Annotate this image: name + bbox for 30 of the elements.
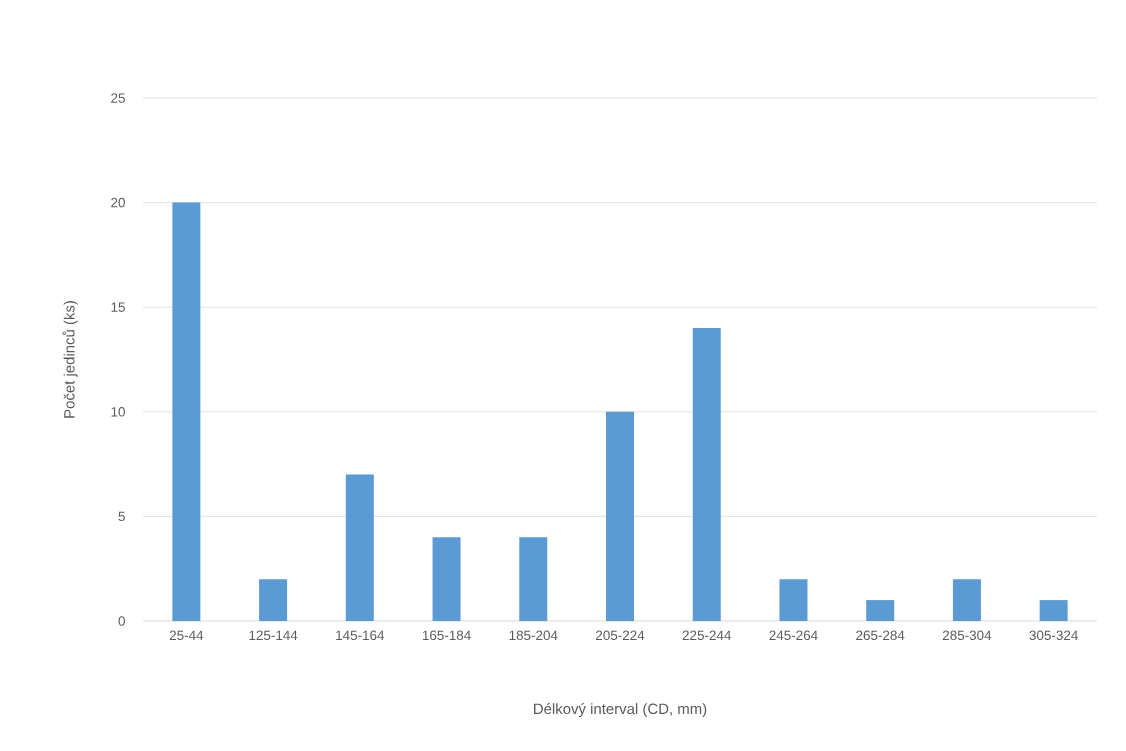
x-tick-label: 25-44 (169, 630, 204, 641)
bar (519, 537, 548, 621)
x-tick-label: 125-144 (249, 630, 298, 641)
x-axis-title: Délkový interval (CD, mm) (534, 702, 707, 718)
y-tick-label: 5 (118, 511, 125, 522)
bar (172, 202, 201, 621)
bar (952, 579, 981, 621)
x-tick-label: 305-324 (1029, 630, 1078, 641)
bar (779, 579, 808, 621)
bar (606, 411, 635, 621)
x-tick-label: 145-164 (336, 630, 385, 641)
x-tick-label: 245-264 (769, 630, 818, 641)
bar (692, 328, 721, 621)
y-tick-label: 25 (111, 93, 125, 103)
bar (1039, 600, 1068, 621)
bar (259, 579, 288, 621)
x-tick-label: 225-244 (682, 630, 732, 641)
x-tick-label: 265-284 (856, 630, 905, 641)
x-tick-label: 185-204 (509, 630, 558, 641)
x-tick-label: 165-184 (422, 630, 471, 641)
y-tick-label: 10 (111, 407, 125, 417)
x-tick-label: 285-304 (942, 630, 992, 641)
y-tick-label: 15 (111, 302, 125, 312)
bar (345, 474, 374, 621)
bar (432, 537, 461, 621)
x-tick-label: 205-224 (596, 630, 645, 641)
y-axis-title: Počet jedinců (ks) (62, 301, 78, 418)
y-tick-label: 20 (111, 197, 125, 208)
y-tick-label: 0 (118, 616, 125, 626)
bar (866, 600, 895, 621)
